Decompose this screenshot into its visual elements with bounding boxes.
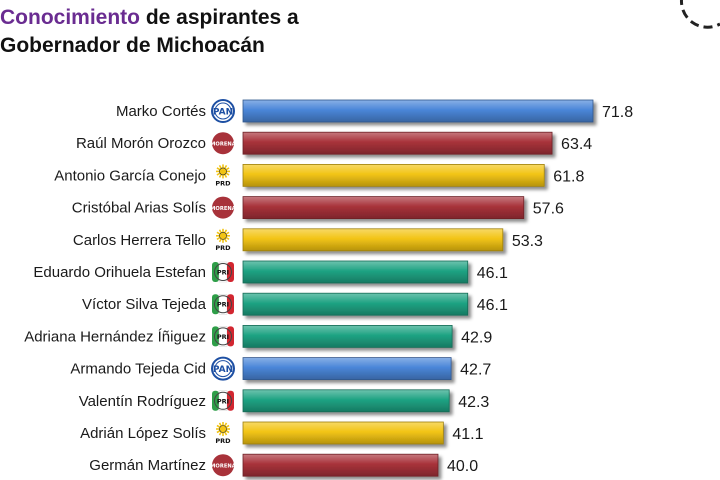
party-logo-pan-icon: PAN: [211, 356, 235, 381]
svg-text:PRD: PRD: [215, 437, 231, 445]
category-label: Germán Martínez: [89, 457, 206, 474]
value-label: 42.3: [458, 394, 489, 411]
svg-text:PRI: PRI: [217, 269, 229, 277]
party-logo-prd-icon: PRD: [212, 228, 234, 252]
party-logo-prd-icon: PRD: [212, 164, 234, 187]
chart-row: Adriana Hernández Íñiguez PRI 42.9: [24, 324, 492, 348]
category-label: Valentín Rodríguez: [79, 393, 206, 410]
category-label: Cristóbal Arias Solís: [72, 200, 206, 217]
chart-row: Germán Martínez MORENA 40.0: [89, 453, 478, 477]
bar: [242, 453, 439, 477]
bar: [242, 324, 453, 348]
chart-title-rest: de aspirantes a: [140, 6, 299, 29]
value-label: 57.6: [533, 201, 564, 218]
category-label: Adrián López Solís: [80, 425, 206, 442]
party-logo-pri-icon: PRI: [212, 261, 234, 283]
corner-decoration: [679, 0, 720, 29]
bar: [242, 228, 504, 252]
value-label: 46.1: [477, 265, 508, 282]
value-label: 71.8: [602, 104, 633, 121]
category-label: Eduardo Orihuela Estefan: [33, 264, 206, 281]
bar: [242, 389, 450, 413]
party-logo-morena-icon: MORENA: [210, 196, 236, 219]
chart-row: Marko Cortés PAN 71.8: [116, 99, 633, 123]
party-logo-pan-icon: PAN: [211, 99, 235, 123]
chart-title-accent: Conocimiento: [0, 6, 140, 29]
bar: [242, 196, 525, 220]
value-label: 40.0: [447, 458, 478, 475]
value-label: 42.9: [461, 329, 492, 346]
category-label: Raúl Morón Orozco: [76, 135, 206, 152]
chart-row: Armando Tejeda Cid PAN 42.7: [70, 356, 491, 381]
bar: [242, 163, 545, 187]
category-label: Adriana Hernández Íñiguez: [24, 328, 206, 345]
chart-row: Antonio García Conejo PRD 61.8: [54, 163, 584, 187]
party-logo-pri-icon: PRI: [212, 390, 234, 411]
party-logo-prd-icon: PRD: [212, 422, 234, 445]
value-label: 46.1: [477, 297, 508, 314]
chart-row: Eduardo Orihuela Estefan PRI 46.1: [33, 260, 508, 284]
svg-text:MORENA: MORENA: [210, 464, 235, 470]
svg-text:PAN: PAN: [213, 365, 233, 375]
value-label: 41.1: [452, 426, 483, 443]
category-label: Carlos Herrera Tello: [73, 232, 206, 249]
category-label: Armando Tejeda Cid: [70, 361, 206, 378]
chart-row: Adrián López Solís PRD 41.1: [80, 421, 484, 445]
chart-row: Valentín Rodríguez PRI 42.3: [79, 389, 489, 413]
bar: [242, 260, 469, 284]
svg-text:MORENA: MORENA: [210, 206, 235, 212]
svg-text:PAN: PAN: [213, 108, 233, 118]
value-label: 63.4: [561, 136, 592, 153]
party-logo-morena-icon: MORENA: [210, 454, 236, 477]
chart-title: Conocimiento de aspirantes a Gobernador …: [0, 4, 299, 60]
chart-row: Carlos Herrera Tello PRD 53.3: [73, 228, 543, 252]
value-label: 61.8: [553, 168, 584, 185]
party-logo-morena-icon: MORENA: [210, 132, 236, 155]
svg-text:PRI: PRI: [217, 397, 229, 405]
svg-text:PRI: PRI: [217, 301, 229, 309]
svg-text:MORENA: MORENA: [210, 142, 235, 148]
value-label: 42.7: [460, 362, 491, 379]
category-label: Víctor Silva Tejeda: [82, 296, 207, 313]
bar: [242, 421, 444, 445]
chart-row: Raúl Morón Orozco MORENA 63.4: [76, 131, 592, 155]
bar: [242, 131, 553, 155]
party-logo-pri-icon: PRI: [212, 294, 234, 315]
svg-text:PRI: PRI: [217, 333, 229, 341]
bar: [242, 99, 594, 123]
value-label: 53.3: [512, 233, 543, 250]
svg-text:PRD: PRD: [215, 179, 231, 187]
bar: [242, 357, 452, 381]
chart-row: Cristóbal Arias Solís MORENA 57.6: [72, 196, 564, 220]
svg-text:PRD: PRD: [215, 244, 231, 252]
category-label: Antonio García Conejo: [54, 167, 206, 184]
category-label: Marko Cortés: [116, 103, 206, 120]
chart-row: Víctor Silva Tejeda PRI 46.1: [82, 292, 508, 316]
bar: [242, 292, 469, 316]
party-logo-pri-icon: PRI: [212, 326, 234, 347]
chart-title-line2: Gobernador de Michoacán: [0, 34, 265, 57]
